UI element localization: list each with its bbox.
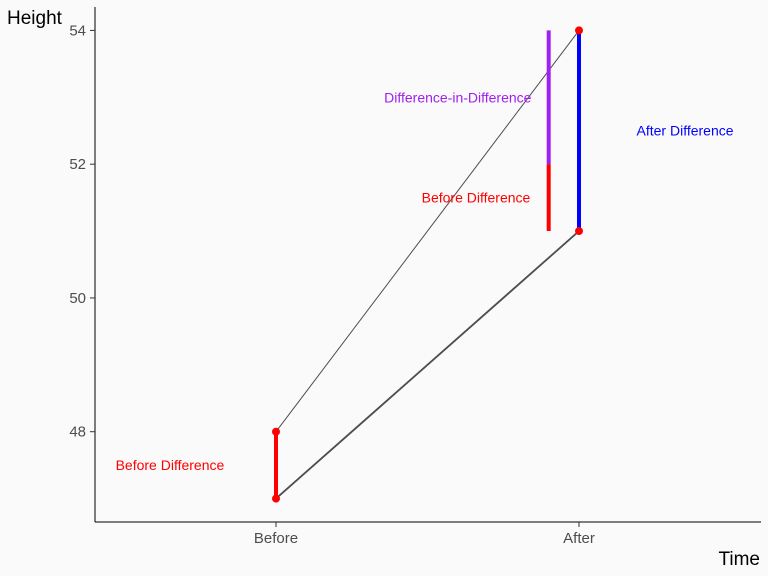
data-point-0 (272, 427, 280, 436)
annot-after-difference: After Difference (637, 123, 734, 139)
y-tick-label-52: 52 (69, 156, 86, 173)
annot-did: Difference-in-Difference (384, 89, 532, 105)
axes (94, 7, 761, 523)
y-axis-title: Height (7, 8, 63, 29)
data-point-2 (575, 26, 583, 35)
x-axis-title: Time (718, 549, 760, 570)
x-tick-label-after: After (563, 530, 595, 547)
data-point-3 (575, 227, 583, 236)
annot-before-difference-shift: Before Difference (422, 190, 531, 206)
x-tick-label-before: Before (254, 530, 298, 547)
y-tick-label-54: 54 (69, 22, 86, 39)
plot-marks: Before Difference Before Difference Differ… (116, 26, 734, 503)
series-line-treated (275, 30, 580, 433)
data-point-1 (272, 494, 280, 503)
y-tick-label-50: 50 (69, 290, 86, 307)
series-line-control (275, 230, 580, 500)
ticks: 48 50 52 54 Before After (69, 22, 595, 547)
annot-before-difference-left: Before Difference (116, 457, 225, 473)
y-tick-label-48: 48 (69, 424, 86, 441)
